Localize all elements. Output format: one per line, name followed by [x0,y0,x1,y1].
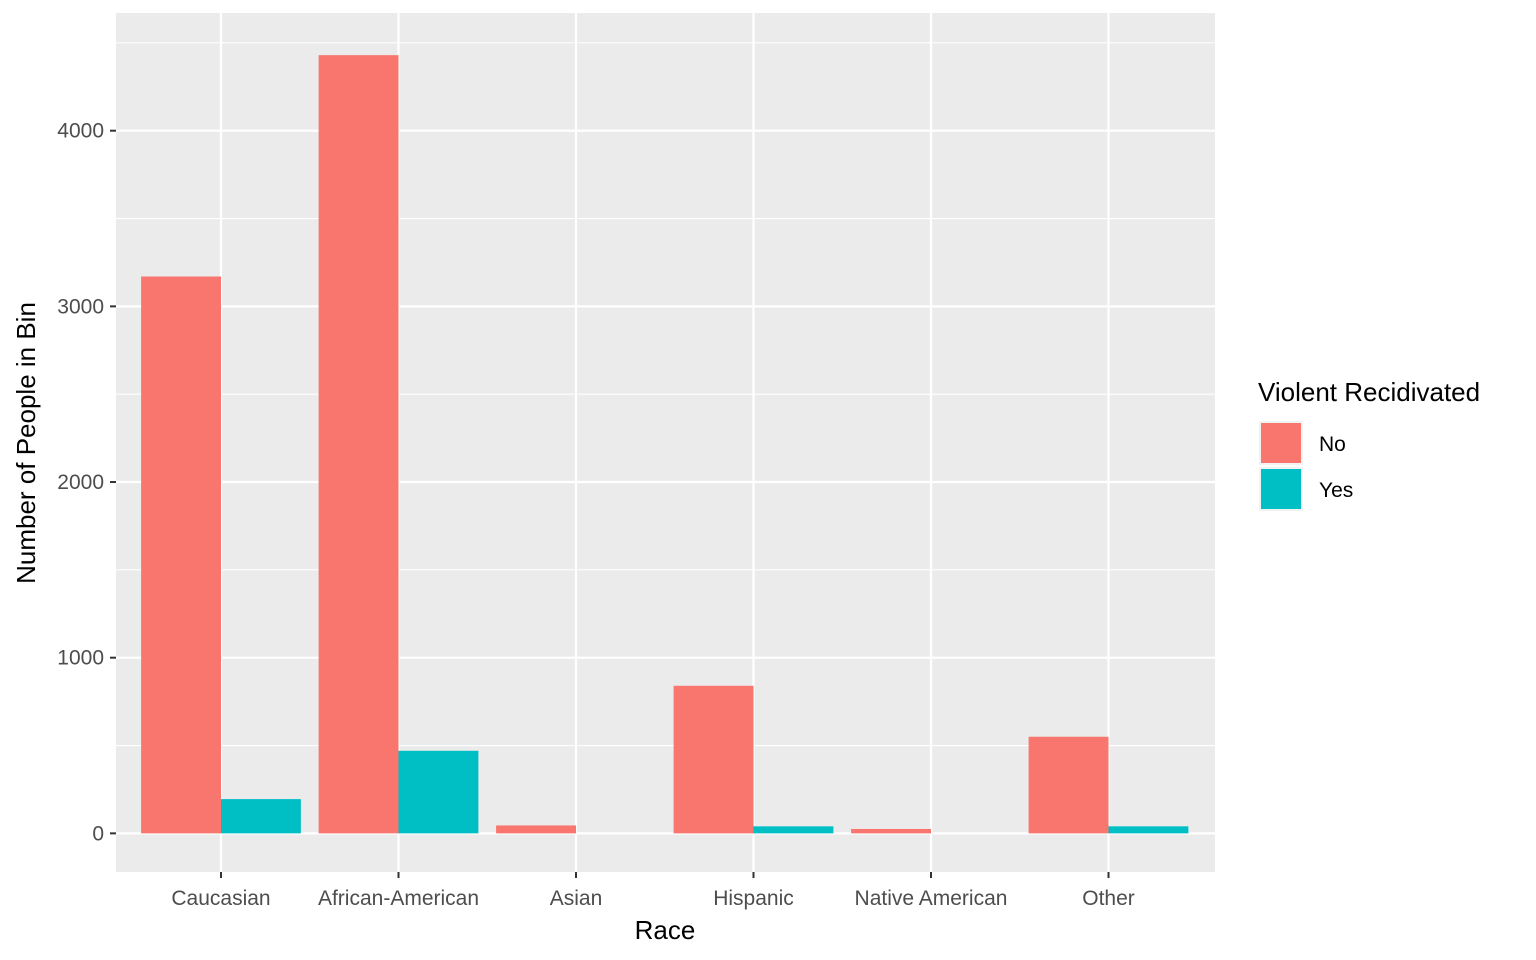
legend-label-yes: Yes [1319,479,1353,502]
y-axis: 0 1000 2000 3000 4000 [57,120,116,845]
bar-yes-hispanic [753,826,834,834]
y-tick-label: 4000 [57,120,104,143]
bar-yes-caucasian [221,799,301,834]
legend-keys: No Yes [1259,421,1353,511]
bar-no-other [1028,736,1109,834]
plot-panel [116,13,1215,872]
bar-no-native-american [851,828,931,834]
bar-yes-african-american [398,750,479,834]
legend: Violent Recidivated No Yes [1258,377,1480,511]
bars [141,55,1189,834]
bar-no-african-american [318,55,399,834]
y-axis-title: Number of People in Bin [11,302,41,584]
x-tick-label: African-American [318,887,479,910]
legend-title: Violent Recidivated [1258,377,1480,407]
x-tick-label: Hispanic [713,887,794,910]
x-tick-label: Native American [855,887,1008,910]
bar-yes-other [1108,826,1189,834]
y-tick-label: 1000 [57,647,104,670]
bar-no-asian [496,825,576,834]
bar-no-caucasian [141,276,221,834]
bar-no-hispanic [673,685,754,834]
legend-swatch-no [1261,423,1301,463]
x-tick-label: Caucasian [171,887,270,910]
y-tick-label: 2000 [57,471,104,494]
y-tick-label: 3000 [57,295,104,318]
y-tick-label: 0 [92,822,104,845]
x-tick-label: Asian [550,887,603,910]
x-axis-title: Race [635,915,696,945]
legend-label-no: No [1319,433,1346,456]
legend-swatch-yes [1261,469,1301,509]
x-tick-label: Other [1082,887,1135,910]
x-axis: Caucasian African-American Asian Hispanic Na… [171,872,1135,910]
